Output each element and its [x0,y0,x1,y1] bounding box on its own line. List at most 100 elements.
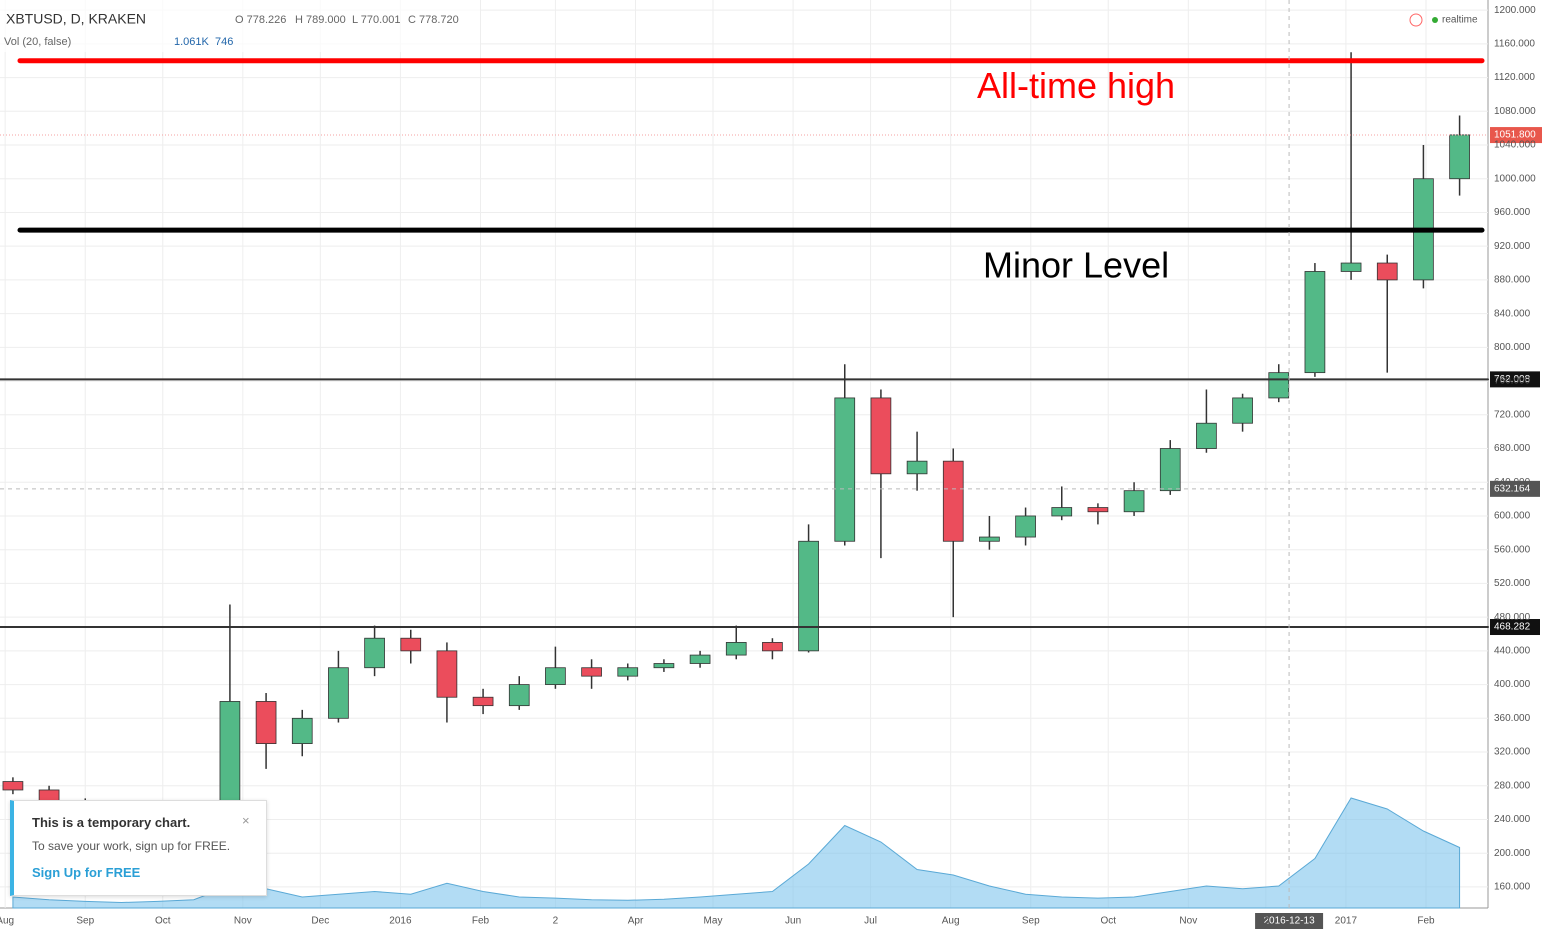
volume-ma-value: 746 [215,36,233,48]
date-tag [1255,913,1324,929]
legend-bg [0,0,480,52]
candle-body [328,667,349,719]
y-tick-label: 360.000 [1494,713,1531,724]
candle-body [400,637,422,652]
candle-body [798,540,819,652]
candle-body [1196,422,1217,449]
candle-body [942,460,964,542]
candle-body [834,397,856,542]
candle-body [1304,271,1326,374]
x-tick-label: Apr [628,916,644,927]
candles [2,52,1470,833]
candle-body [1340,262,1362,272]
y-tick-label: 840.000 [1494,308,1531,319]
popup-close[interactable]: × [242,813,250,828]
candle-body [1232,397,1253,424]
candle-body [906,460,928,475]
x-tick-label: Sep [1022,916,1040,927]
y-tick-label: 1160.000 [1494,38,1535,49]
candle-body [762,642,783,652]
candle-body [1449,134,1470,180]
price-tag [1490,371,1540,388]
x-tick-label: Jul [864,916,877,927]
y-tick-label: 600.000 [1494,511,1531,522]
x-tick-label: Aug [0,916,14,927]
candle-body [364,637,385,669]
x-tick-label: Feb [472,916,490,927]
x-tick-label: Dec [311,916,329,927]
y-tick-label: 880.000 [1494,275,1531,286]
y-tick-label: 1120.000 [1494,72,1535,83]
status-icon[interactable] [1409,13,1423,27]
ohlc-open: O 778.226 [235,14,286,26]
candle-body [219,701,241,812]
y-tick-label: 720.000 [1494,409,1531,420]
candle-body [545,667,566,685]
y-tick-label: 280.000 [1494,780,1531,791]
candle-body [1087,507,1109,513]
x-tick-label: Feb [1417,916,1435,927]
candle-body [653,663,675,669]
candle-body [508,684,530,707]
popup-title: This is a temporary chart. [32,815,191,830]
candle-body [472,696,494,707]
x-tick-label: Sep [76,916,94,927]
candle-body [1268,372,1290,399]
popup-text: To save your work, sign up for FREE. [32,839,231,853]
candle-body [725,642,747,656]
y-tick-label: 200.000 [1494,848,1531,859]
crosshair-date: 2016-12-13 [1264,916,1316,927]
candle-body [617,667,639,677]
candle-body [870,397,892,475]
y-tick-label: 1040.000 [1494,140,1536,151]
x-tick-label: 2016 [389,916,412,927]
y-tick-label: 800.000 [1494,342,1531,353]
candle-body [1376,262,1398,281]
candle-body [1159,448,1181,492]
status-dot [1432,17,1438,23]
ohlc-close: C 778.720 [408,14,459,26]
volume-legend[interactable]: Vol (20, false) [4,36,71,48]
candle-body [581,667,602,677]
y-tick-label: 320.000 [1494,747,1531,758]
x-tick-label: Aug [942,916,960,927]
level-annotation: All-time high [977,65,1175,106]
y-tick-label: 400.000 [1494,679,1531,690]
y-tick-label: 1200.000 [1494,5,1536,16]
candle-body [1015,515,1036,538]
level-annotation: Minor Level [983,245,1169,286]
y-tick-label: 240.000 [1494,814,1531,825]
y-tick-label: 160.000 [1494,882,1531,893]
volume-value: 1.061K [174,36,210,48]
y-tick-label: 920.000 [1494,241,1531,252]
popup-link[interactable]: Sign Up for FREE [32,865,141,880]
price-tag-label: 468.282 [1494,622,1531,633]
y-tick-label: 520.000 [1494,578,1531,589]
y-tick-label: 560.000 [1494,544,1531,555]
x-tick-label: May [704,916,723,927]
last-price-label: 1051.800 [1494,130,1536,141]
crosshair-price: 632.164 [1494,483,1531,494]
x-tick-label: Nov [234,916,252,927]
price-tag-label: 762.008 [1494,374,1531,385]
y-tick-label: 960.000 [1494,207,1531,218]
price-axis [1488,0,1545,931]
candle-body [436,650,458,698]
x-tick-label: Nov [1179,916,1197,927]
y-tick-label: 680.000 [1494,443,1531,454]
status: realtime [1442,15,1478,26]
candle-body [291,717,313,744]
x-tick-label: 2 [553,916,559,927]
y-tick-label: 1080.000 [1494,106,1536,117]
candle-body [255,701,277,744]
y-tick-label: 1000.000 [1494,173,1536,184]
price-tag [1490,480,1540,497]
x-tick-label: 2017 [1335,916,1358,927]
x-tick-label: Oct [1100,916,1116,927]
symbol[interactable]: XBTUSD, D, KRAKEN [6,11,146,27]
price-tag [1490,619,1540,636]
y-tick-label: 480.000 [1494,612,1531,623]
